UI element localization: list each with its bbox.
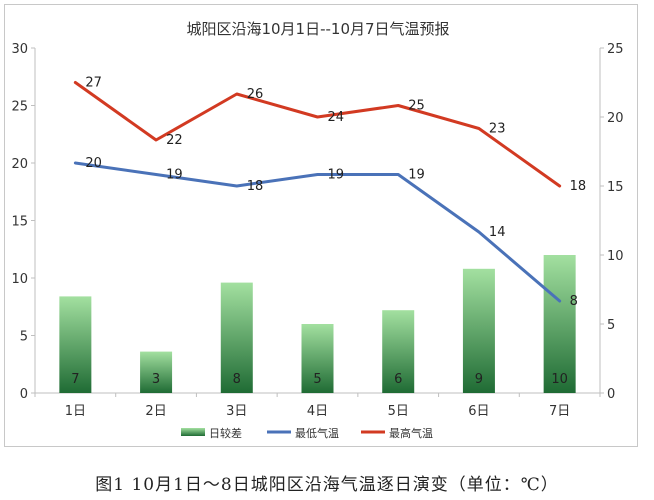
bar-data-label: 3 bbox=[152, 372, 160, 387]
series-line bbox=[73, 81, 562, 188]
x-tick-label: 5日 bbox=[388, 404, 409, 419]
left-tick-label: 15 bbox=[11, 215, 28, 230]
line-data-label: 14 bbox=[489, 225, 506, 240]
legend-label: 最低气温 bbox=[295, 426, 339, 440]
bar-series: 7 3 8 5 6 9 10 bbox=[59, 255, 576, 393]
line-series: 20 19 18 19 19 14 8 27 22 26 24 25 23 18 bbox=[73, 76, 587, 309]
legend: 日较差 最低气温 最高气温 bbox=[181, 426, 433, 440]
line-data-label: 19 bbox=[166, 168, 183, 183]
left-tick-label: 20 bbox=[11, 157, 28, 172]
line-data-label: 18 bbox=[570, 179, 587, 194]
right-tick-label: 15 bbox=[607, 180, 624, 195]
bar bbox=[220, 282, 253, 393]
line-data-label: 8 bbox=[570, 294, 578, 309]
figure-caption: 图1 10月1日～8日城阳区沿海气温逐日演变（单位：℃） bbox=[95, 475, 559, 495]
temperature-chart: 城阳区沿海10月1日--10月7日气温预报 0 5 10 15 20 25 30 0 5 10 15… bbox=[11, 20, 623, 440]
axes: 0 5 10 15 20 25 30 0 5 10 15 20 25 1日 2日 3日 4日 5日 6日 7日 bbox=[11, 42, 623, 419]
bar-data-label: 6 bbox=[394, 372, 402, 387]
x-tick-label: 7日 bbox=[549, 404, 570, 419]
line-data-label: 20 bbox=[85, 156, 102, 171]
x-tick-label: 1日 bbox=[65, 404, 86, 419]
bar bbox=[59, 296, 92, 393]
left-tick-label: 5 bbox=[20, 330, 28, 345]
right-tick-label: 25 bbox=[607, 42, 624, 57]
line-data-label: 22 bbox=[166, 133, 183, 148]
right-tick-label: 20 bbox=[607, 111, 624, 126]
legend-swatch-bar bbox=[181, 428, 205, 436]
bar bbox=[382, 310, 415, 393]
line-data-label: 19 bbox=[328, 168, 345, 183]
chart-title: 城阳区沿海10月1日--10月7日气温预报 bbox=[186, 20, 449, 38]
bar-data-label: 5 bbox=[313, 372, 321, 387]
x-tick-label: 3日 bbox=[226, 404, 247, 419]
legend-label: 日较差 bbox=[209, 426, 242, 440]
series-line bbox=[73, 161, 562, 303]
bar-data-label: 8 bbox=[233, 372, 241, 387]
line-data-label: 23 bbox=[489, 122, 506, 137]
bar-data-label: 10 bbox=[551, 372, 568, 387]
right-tick-label: 5 bbox=[607, 318, 615, 333]
bar bbox=[462, 268, 495, 393]
line-data-label: 27 bbox=[85, 76, 102, 91]
bar bbox=[543, 255, 576, 393]
bar-data-label: 9 bbox=[475, 372, 483, 387]
line-data-label: 26 bbox=[247, 87, 264, 102]
line-data-label: 24 bbox=[328, 110, 345, 125]
x-tick-label: 6日 bbox=[468, 404, 489, 419]
line-data-label: 25 bbox=[408, 99, 425, 114]
line-data-label: 18 bbox=[247, 179, 264, 194]
bar-data-label: 7 bbox=[71, 372, 79, 387]
left-tick-label: 25 bbox=[11, 100, 28, 115]
line-data-label: 19 bbox=[408, 168, 425, 183]
bar bbox=[140, 351, 173, 393]
left-tick-label: 30 bbox=[11, 42, 28, 57]
right-tick-label: 10 bbox=[607, 249, 624, 264]
x-tick-label: 4日 bbox=[307, 404, 328, 419]
left-tick-label: 0 bbox=[20, 387, 28, 402]
bar bbox=[301, 324, 334, 393]
right-tick-label: 0 bbox=[607, 387, 615, 402]
left-tick-label: 10 bbox=[11, 272, 28, 287]
legend-label: 最高气温 bbox=[389, 426, 433, 440]
x-tick-label: 2日 bbox=[145, 404, 166, 419]
